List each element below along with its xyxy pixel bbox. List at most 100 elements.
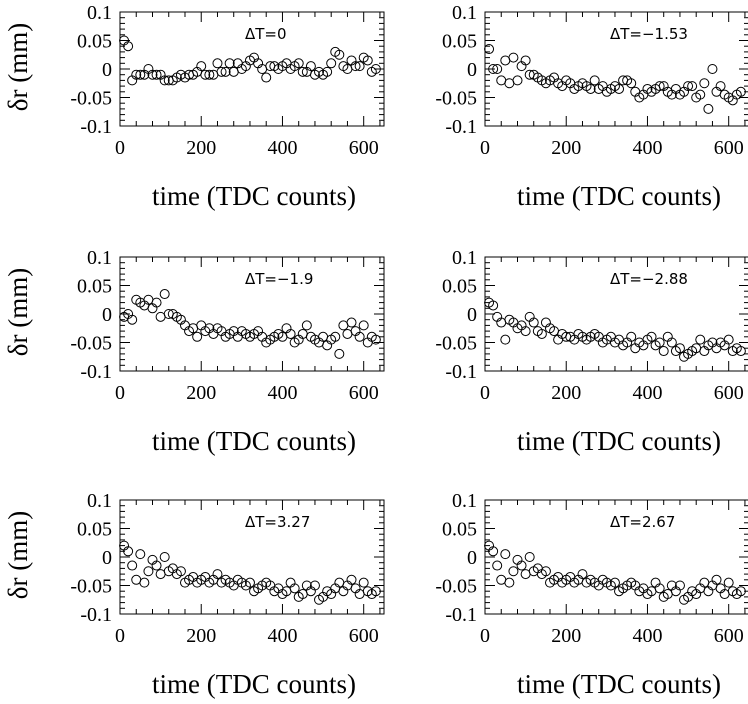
data-point bbox=[159, 75, 170, 86]
data-point bbox=[609, 577, 620, 588]
data-point bbox=[354, 331, 365, 342]
data-point bbox=[723, 334, 734, 345]
data-point bbox=[127, 560, 138, 571]
x-tick-label: 400 bbox=[632, 137, 662, 159]
data-point bbox=[358, 577, 369, 588]
data-point bbox=[492, 64, 503, 74]
data-point bbox=[159, 552, 170, 562]
x-tick-label: 400 bbox=[267, 625, 297, 647]
data-point bbox=[362, 55, 373, 66]
data-point bbox=[147, 69, 158, 80]
data-point bbox=[192, 331, 203, 342]
data-point bbox=[711, 574, 722, 585]
data-point bbox=[508, 52, 519, 63]
data-point bbox=[159, 289, 170, 300]
y-axis-label: δr (mm) bbox=[3, 23, 33, 111]
x-tick-label: 200 bbox=[551, 382, 581, 404]
data-point bbox=[699, 78, 710, 89]
y-tick-label: -0.1 bbox=[445, 604, 477, 626]
y-tick-label: 0.05 bbox=[77, 31, 112, 53]
x-tick-label: 200 bbox=[551, 137, 581, 159]
x-tick-label: 600 bbox=[349, 137, 379, 159]
y-tick-label: -0.1 bbox=[445, 361, 477, 383]
x-tick-label: 0 bbox=[480, 382, 490, 404]
data-point bbox=[589, 75, 600, 86]
y-tick-label: -0.1 bbox=[445, 116, 477, 138]
y-tick-label: 0 bbox=[467, 59, 477, 81]
y-tick-label: -0.1 bbox=[80, 604, 112, 626]
data-point bbox=[488, 300, 499, 311]
data-point bbox=[520, 55, 531, 66]
x-axis-label: time (TDC counts) bbox=[517, 181, 721, 211]
x-tick-label: 400 bbox=[267, 137, 297, 159]
data-point bbox=[508, 566, 519, 577]
data-point bbox=[658, 346, 669, 357]
data-point bbox=[220, 66, 231, 77]
data-point bbox=[488, 64, 499, 74]
y-tick-label: -0.1 bbox=[80, 116, 112, 138]
data-point bbox=[151, 69, 162, 80]
data-point bbox=[695, 334, 706, 345]
data-point bbox=[293, 58, 304, 69]
data-point bbox=[261, 72, 272, 83]
data-point bbox=[322, 66, 333, 77]
data-point bbox=[520, 326, 531, 337]
data-point bbox=[504, 577, 515, 588]
y-axis-label: δr (mm) bbox=[3, 511, 33, 599]
y-tick-label: 0.1 bbox=[87, 490, 112, 512]
y-tick-label: -0.05 bbox=[435, 333, 477, 355]
x-tick-label: 0 bbox=[480, 625, 490, 647]
data-point bbox=[139, 577, 150, 588]
y-tick-label: 0.05 bbox=[442, 519, 477, 541]
data-point bbox=[196, 61, 207, 72]
data-point bbox=[350, 61, 361, 72]
data-point bbox=[516, 560, 527, 571]
data-point bbox=[585, 83, 596, 94]
y-tick-label: -0.05 bbox=[70, 333, 112, 355]
x-tick-label: 0 bbox=[115, 625, 125, 647]
x-tick-label: 0 bbox=[480, 137, 490, 159]
y-tick-label: 0 bbox=[467, 547, 477, 569]
data-point bbox=[614, 83, 625, 94]
data-point bbox=[674, 580, 685, 591]
data-point bbox=[123, 41, 134, 52]
delta-t-annotation: ΔT=0 bbox=[245, 25, 287, 43]
data-point bbox=[500, 549, 511, 560]
data-point bbox=[151, 297, 162, 308]
data-point bbox=[358, 320, 369, 331]
x-axis-label: time (TDC counts) bbox=[152, 181, 356, 211]
data-point bbox=[654, 81, 665, 92]
data-point bbox=[346, 317, 357, 328]
data-point bbox=[488, 546, 499, 557]
data-point bbox=[735, 586, 746, 597]
data-point bbox=[123, 546, 134, 557]
y-tick-label: 0.1 bbox=[87, 247, 112, 269]
data-point bbox=[715, 81, 726, 92]
data-point bbox=[346, 574, 357, 585]
data-point bbox=[683, 81, 694, 92]
data-point bbox=[370, 334, 381, 345]
delta-t-annotation: ΔT=2.67 bbox=[610, 513, 675, 531]
y-tick-label: 0.05 bbox=[77, 276, 112, 298]
data-point bbox=[654, 337, 665, 348]
y-tick-label: 0.05 bbox=[442, 31, 477, 53]
y-tick-label: -0.05 bbox=[70, 88, 112, 110]
data-point bbox=[301, 320, 312, 331]
y-tick-label: 0.1 bbox=[87, 2, 112, 24]
data-point bbox=[370, 586, 381, 597]
x-axis-label: time (TDC counts) bbox=[517, 426, 721, 456]
y-tick-label: 0.05 bbox=[442, 276, 477, 298]
data-point bbox=[735, 346, 746, 357]
data-point bbox=[723, 577, 734, 588]
data-point bbox=[175, 566, 186, 577]
data-point bbox=[687, 81, 698, 92]
data-point bbox=[354, 61, 365, 72]
x-tick-label: 200 bbox=[551, 625, 581, 647]
y-tick-label: 0.1 bbox=[452, 247, 477, 269]
data-point bbox=[212, 569, 223, 580]
x-axis-label: time (TDC counts) bbox=[152, 669, 356, 699]
x-tick-label: 200 bbox=[186, 625, 216, 647]
